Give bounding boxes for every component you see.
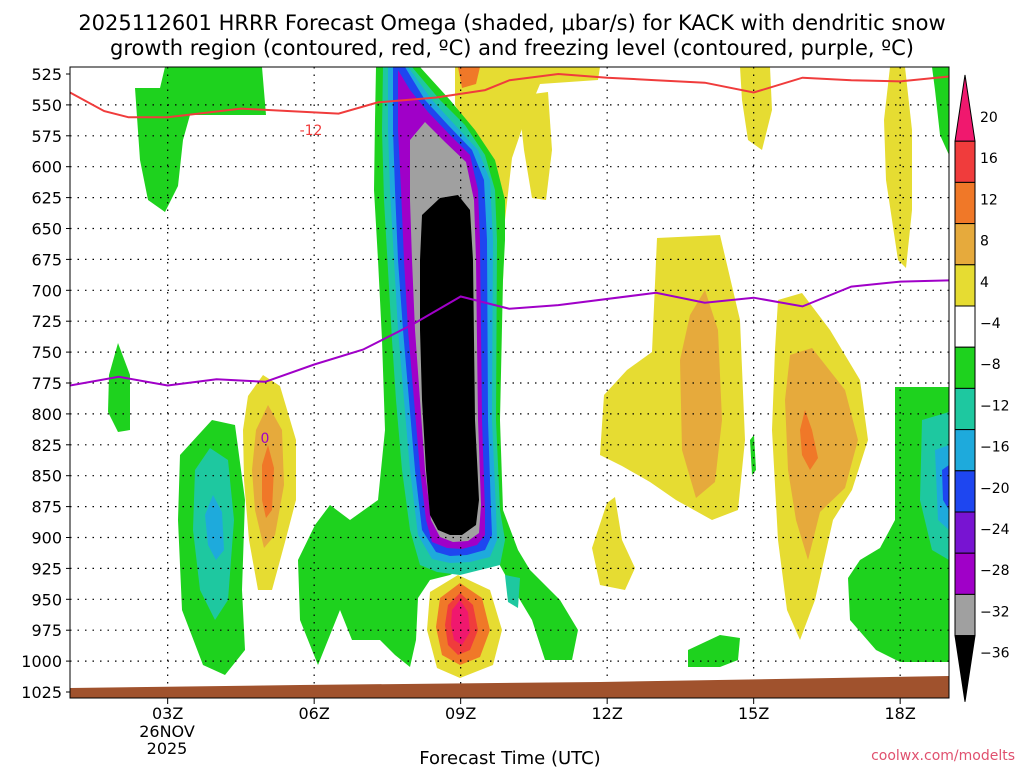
colorbar: 20 16 12 8 4 −4 −8 −12 −16 −20 −24 −28 −32 −36 (954, 74, 1010, 702)
x-tick-label-12Z: 12Z (592, 704, 623, 723)
shade-gray-upper (410, 150, 422, 210)
x-tick-label-06Z: 06Z (299, 704, 330, 723)
x-axis-time-labels: 03Z 06Z 09Z 12Z 15Z 18Z (152, 698, 916, 723)
x-tick-label-09Z: 09Z (445, 704, 476, 723)
colorbar-swatch-0 (954, 74, 976, 142)
shade-orange-top (458, 67, 480, 88)
y-tick-label-750: 750 (31, 343, 62, 362)
y-tick-label-875: 875 (31, 498, 62, 517)
colorbar-swatch-13 (954, 635, 976, 702)
x-axis-title: Forecast Time (UTC) (419, 748, 600, 768)
shade-yellow-1200 (592, 497, 635, 590)
colorbar-label-9: −20 (980, 481, 1010, 497)
colorbar-swatch-7 (954, 387, 976, 431)
colorbar-label-13: −36 (980, 646, 1010, 662)
y-tick-label-650: 650 (31, 220, 62, 239)
shade-darkorange-right (800, 410, 818, 470)
colorbar-swatch-11 (954, 552, 976, 595)
colorbar-swatch-2 (954, 181, 976, 225)
colorbar-swatch-8 (954, 429, 976, 472)
colorbar-label-4: 4 (980, 275, 989, 291)
omega-positive-shading (243, 67, 912, 678)
purple-contour-label: 0 (261, 431, 270, 447)
colorbar-label-0: 20 (980, 110, 998, 126)
shade-cyan-left (205, 495, 224, 560)
colorbar-label-7: −12 (980, 398, 1010, 414)
shade-yellow-top-18z (884, 67, 912, 268)
shade-yellow-upper-right (518, 92, 552, 200)
colorbar-label-3: 8 (980, 234, 989, 250)
y-tick-label-925: 925 (31, 559, 62, 578)
y-tick-label-600: 600 (31, 158, 62, 177)
surface-terrain (70, 676, 949, 698)
plot-area: -12 0 (70, 67, 949, 698)
colorbar-label-6: −8 (980, 357, 1001, 373)
colorbar-label-5: −4 (980, 316, 1001, 332)
colorbar-label-2: 12 (980, 192, 998, 208)
x-tick-label-15Z: 15Z (738, 704, 769, 723)
y-tick-label-825: 825 (31, 436, 62, 455)
chart-title-line2: growth region (contoured, red, ºC) and f… (110, 36, 914, 60)
y-tick-label-525: 525 (31, 65, 62, 84)
y-tick-label-950: 950 (31, 590, 62, 609)
chart-title-line1: 2025112601 HRRR Forecast Omega (shaded, … (78, 11, 945, 35)
colorbar-swatch-4 (954, 264, 976, 307)
y-tick-label-775: 775 (31, 374, 62, 393)
time-gridlines (167, 67, 901, 698)
colorbar-label-1: 16 (980, 151, 998, 167)
y-tick-label-900: 900 (31, 529, 62, 548)
colorbar-swatch-9 (954, 470, 976, 513)
y-tick-label-700: 700 (31, 281, 62, 300)
omega-negative-shading (108, 67, 949, 675)
y-tick-label-975: 975 (31, 621, 62, 640)
colorbar-swatch-5 (954, 305, 976, 348)
colorbar-swatch-12 (954, 593, 976, 637)
shade-green-topleft (135, 67, 266, 212)
y-tick-label-675: 675 (31, 250, 62, 269)
dendritic-growth-contour (70, 72, 949, 119)
shade-yellow-top-15z (740, 67, 772, 150)
shade-orange-right (785, 348, 858, 560)
shade-yellow-top (455, 67, 600, 280)
y-tick-label-1000: 1000 (21, 652, 62, 671)
shade-teal-small (505, 575, 520, 608)
shade-green-topright (932, 67, 949, 155)
y-tick-label-625: 625 (31, 189, 62, 208)
colorbar-swatch-3 (954, 223, 976, 266)
shade-cyan-right (935, 445, 949, 530)
colorbar-swatch-6 (954, 346, 976, 389)
x-tick-label-03Z: 03Z (152, 704, 183, 723)
colorbar-label-12: −32 (980, 604, 1010, 620)
red-contour-label: -12 (300, 123, 323, 139)
date-label-year: 2025 (147, 739, 188, 758)
y-tick-label-550: 550 (31, 96, 62, 115)
shade-green-left (108, 343, 130, 432)
shade-orange-mid (680, 290, 722, 498)
colorbar-label-8: −16 (980, 440, 1010, 456)
freezing-level-contour (70, 279, 949, 387)
colorbar-label-11: −28 (980, 563, 1010, 579)
x-tick-label-18Z: 18Z (885, 704, 916, 723)
y-axis-pressure-labels: 525 550 575 600 625 650 675 700 725 750 775 800 825 8… (21, 65, 70, 702)
colorbar-label-10: −24 (980, 522, 1010, 538)
colorbar-swatch-1 (954, 140, 976, 183)
source-credit: coolwx.com/modelts (871, 748, 1015, 764)
shade-blue-right (942, 465, 949, 510)
y-tick-label-725: 725 (31, 312, 62, 331)
shade-green-15z (750, 435, 756, 475)
y-tick-label-1025: 1025 (21, 683, 62, 702)
y-tick-label-800: 800 (31, 405, 62, 424)
shade-black-core (420, 195, 479, 535)
shade-green-bottom-14z (688, 635, 740, 667)
y-tick-label-575: 575 (31, 127, 62, 146)
colorbar-swatch-10 (954, 511, 976, 554)
date-label-month-day: 26NOV (139, 722, 195, 741)
y-tick-label-850: 850 (31, 467, 62, 486)
shade-darkorange-left (262, 445, 274, 518)
